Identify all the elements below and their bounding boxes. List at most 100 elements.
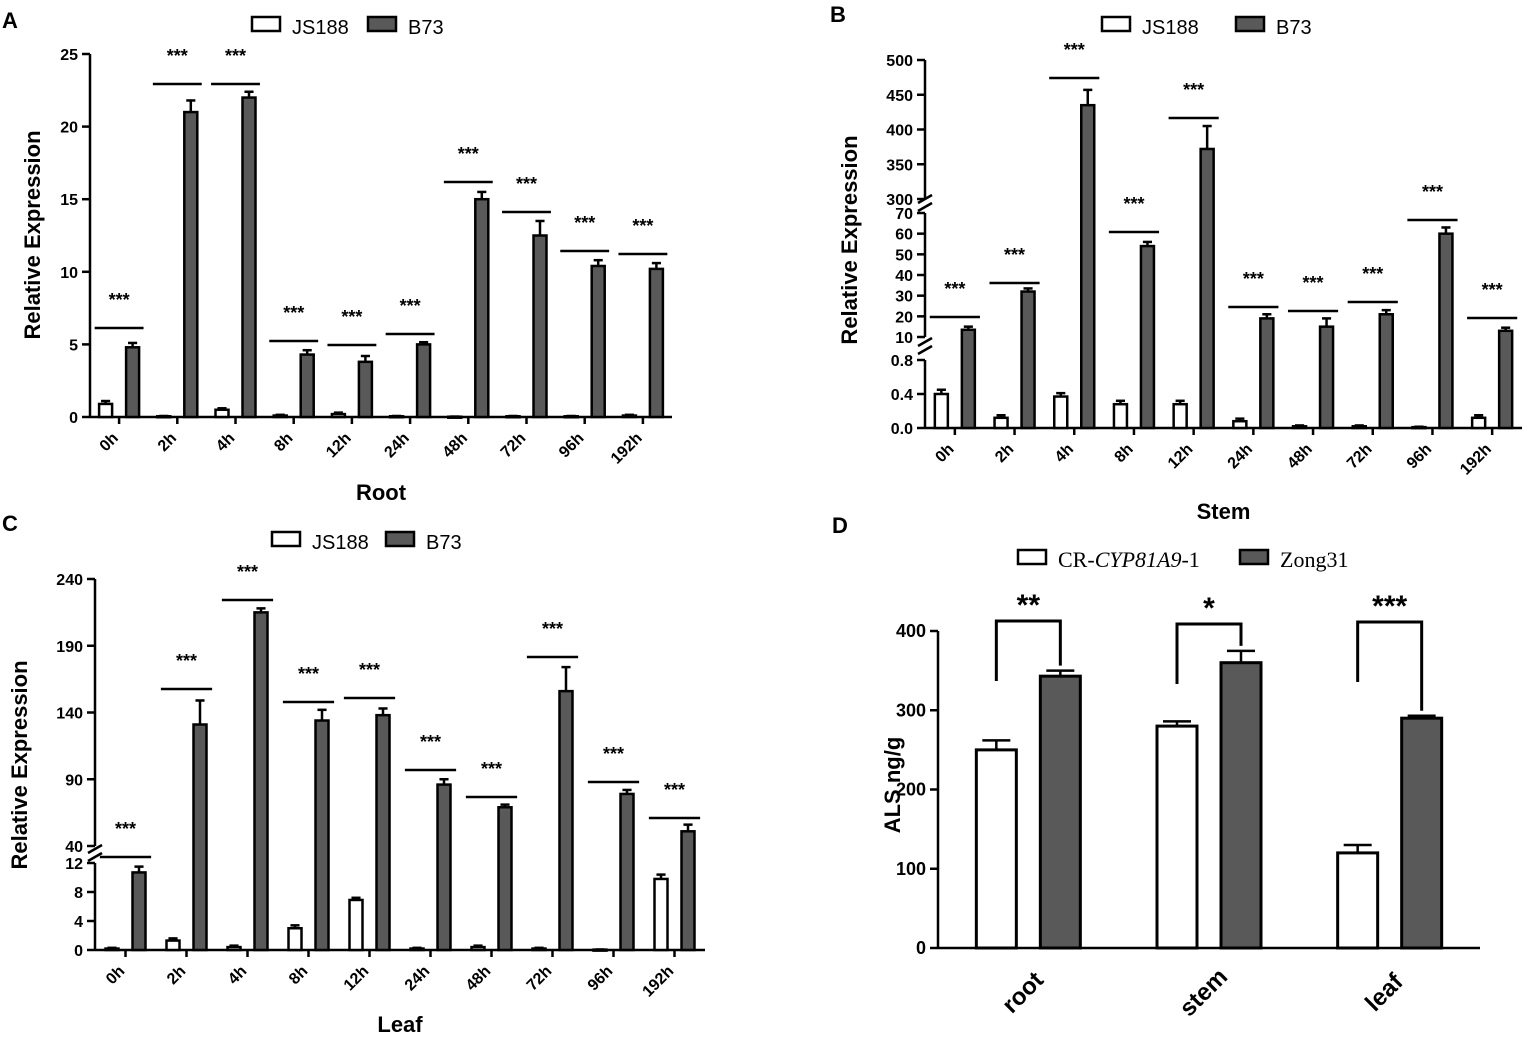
y-tick-label: 15 (60, 192, 78, 209)
significance-label: *** (298, 664, 319, 684)
significance-label: *** (458, 144, 479, 164)
bar (648, 267, 665, 419)
x-tick-label: 2h (155, 430, 180, 455)
significance-label: *** (574, 213, 595, 233)
x-tick-label: 24h (1225, 441, 1257, 473)
significance-label: *** (167, 46, 188, 66)
legend-swatch (1234, 15, 1266, 33)
y-tick-label: 5 (69, 337, 78, 354)
bar (1080, 103, 1096, 430)
y-tick-label: 70 (895, 206, 913, 223)
bar (241, 96, 257, 419)
bar (974, 748, 1018, 950)
panel-label: B (830, 2, 846, 27)
legend-label: B73 (1276, 17, 1312, 39)
bar (375, 713, 391, 952)
legend-swatch (384, 530, 416, 548)
significance-label: *** (115, 819, 136, 839)
significance-label: * (1203, 592, 1215, 625)
significance-bracket (1175, 622, 1243, 684)
x-tick-label: 12h (1165, 441, 1197, 473)
x-tick-label: 0h (103, 963, 128, 988)
x-tick-label: 4h (213, 430, 238, 455)
legend-label: B73 (426, 532, 462, 554)
y-tick-label: 140 (56, 706, 83, 723)
bar (214, 408, 230, 419)
x-axis-title: Root (356, 480, 407, 505)
bar (1038, 674, 1082, 950)
y-tick-label: 50 (895, 247, 913, 264)
significance-label: *** (516, 174, 537, 194)
significance-bracket (994, 619, 1062, 681)
x-tick-label: 0h (932, 441, 957, 466)
significance-label: *** (359, 660, 380, 680)
x-tick-label: 72h (1344, 441, 1376, 473)
x-tick-label: 4h (225, 963, 250, 988)
significance-label: *** (664, 780, 685, 800)
significance-label: *** (1362, 264, 1383, 284)
x-tick-label: 24h (402, 963, 434, 995)
x-axis-title: Stem (1197, 499, 1251, 524)
y-tick-label: 8 (74, 885, 83, 902)
legend-label: B73 (408, 17, 444, 39)
legend-label: CR-CYP81A9-1 (1058, 547, 1200, 572)
bar (226, 945, 242, 952)
significance-label: *** (341, 307, 362, 327)
legend-label: Zong31 (1280, 547, 1348, 572)
bar (1378, 313, 1394, 430)
bar (993, 416, 1009, 430)
y-tick-label: 500 (886, 53, 913, 70)
significance-label: *** (944, 279, 965, 299)
bar (558, 689, 574, 952)
bar (1259, 317, 1275, 430)
axis-break-mark (917, 344, 933, 356)
y-tick-label: 12 (65, 856, 83, 873)
chart-panel-d: D CR-CYP81A9-1 Zong31 0 100 200 300 400 ALS ng/g… (832, 513, 1480, 1022)
x-tick-label: 8h (286, 963, 311, 988)
x-tick-label: 8h (271, 430, 296, 455)
bar (1438, 232, 1454, 430)
x-tick-label: root (997, 967, 1049, 1019)
bar (1219, 661, 1263, 950)
y-tick-label: 10 (60, 265, 78, 282)
significance-label: *** (420, 732, 441, 752)
y-tick-label: 4 (74, 914, 83, 931)
y-tick-label: 0 (69, 410, 78, 427)
bar (287, 927, 303, 952)
y-tick-label: 25 (60, 47, 78, 64)
bar (1497, 329, 1514, 430)
bar (474, 197, 490, 419)
x-tick-label: 12h (341, 963, 373, 995)
bar (1318, 325, 1335, 430)
bar (960, 328, 977, 430)
bar (680, 830, 696, 952)
bar (124, 346, 141, 419)
x-tick-label: leaf (1360, 968, 1409, 1017)
x-tick-label: 96h (1404, 441, 1436, 473)
x-tick-label: 48h (440, 430, 472, 462)
y-tick-label: 400 (896, 621, 926, 641)
significance-label: *** (400, 296, 421, 316)
y-tick-label: 240 (56, 572, 83, 589)
x-tick-label: stem (1174, 963, 1233, 1022)
x-tick-label: 96h (585, 963, 617, 995)
significance-label: *** (225, 46, 246, 66)
bar (357, 360, 374, 419)
y-tick-label: 0.0 (891, 421, 913, 438)
y-tick-label: 200 (896, 780, 926, 800)
bar (299, 353, 315, 419)
significance-label: *** (283, 303, 304, 323)
x-tick-label: 72h (498, 430, 530, 462)
y-tick-label: 350 (886, 157, 913, 174)
y-tick-label: 100 (896, 859, 926, 879)
x-tick-label: 192h (608, 430, 646, 468)
bar (131, 871, 147, 952)
bar (183, 110, 199, 419)
y-axis-title: Relative Expression (20, 130, 45, 339)
significance-label: *** (1064, 40, 1085, 60)
y-tick-label: 450 (886, 88, 913, 105)
y-axis-title: Relative Expression (7, 660, 32, 869)
x-tick-label: 8h (1112, 441, 1137, 466)
y-tick-label: 400 (886, 123, 913, 140)
